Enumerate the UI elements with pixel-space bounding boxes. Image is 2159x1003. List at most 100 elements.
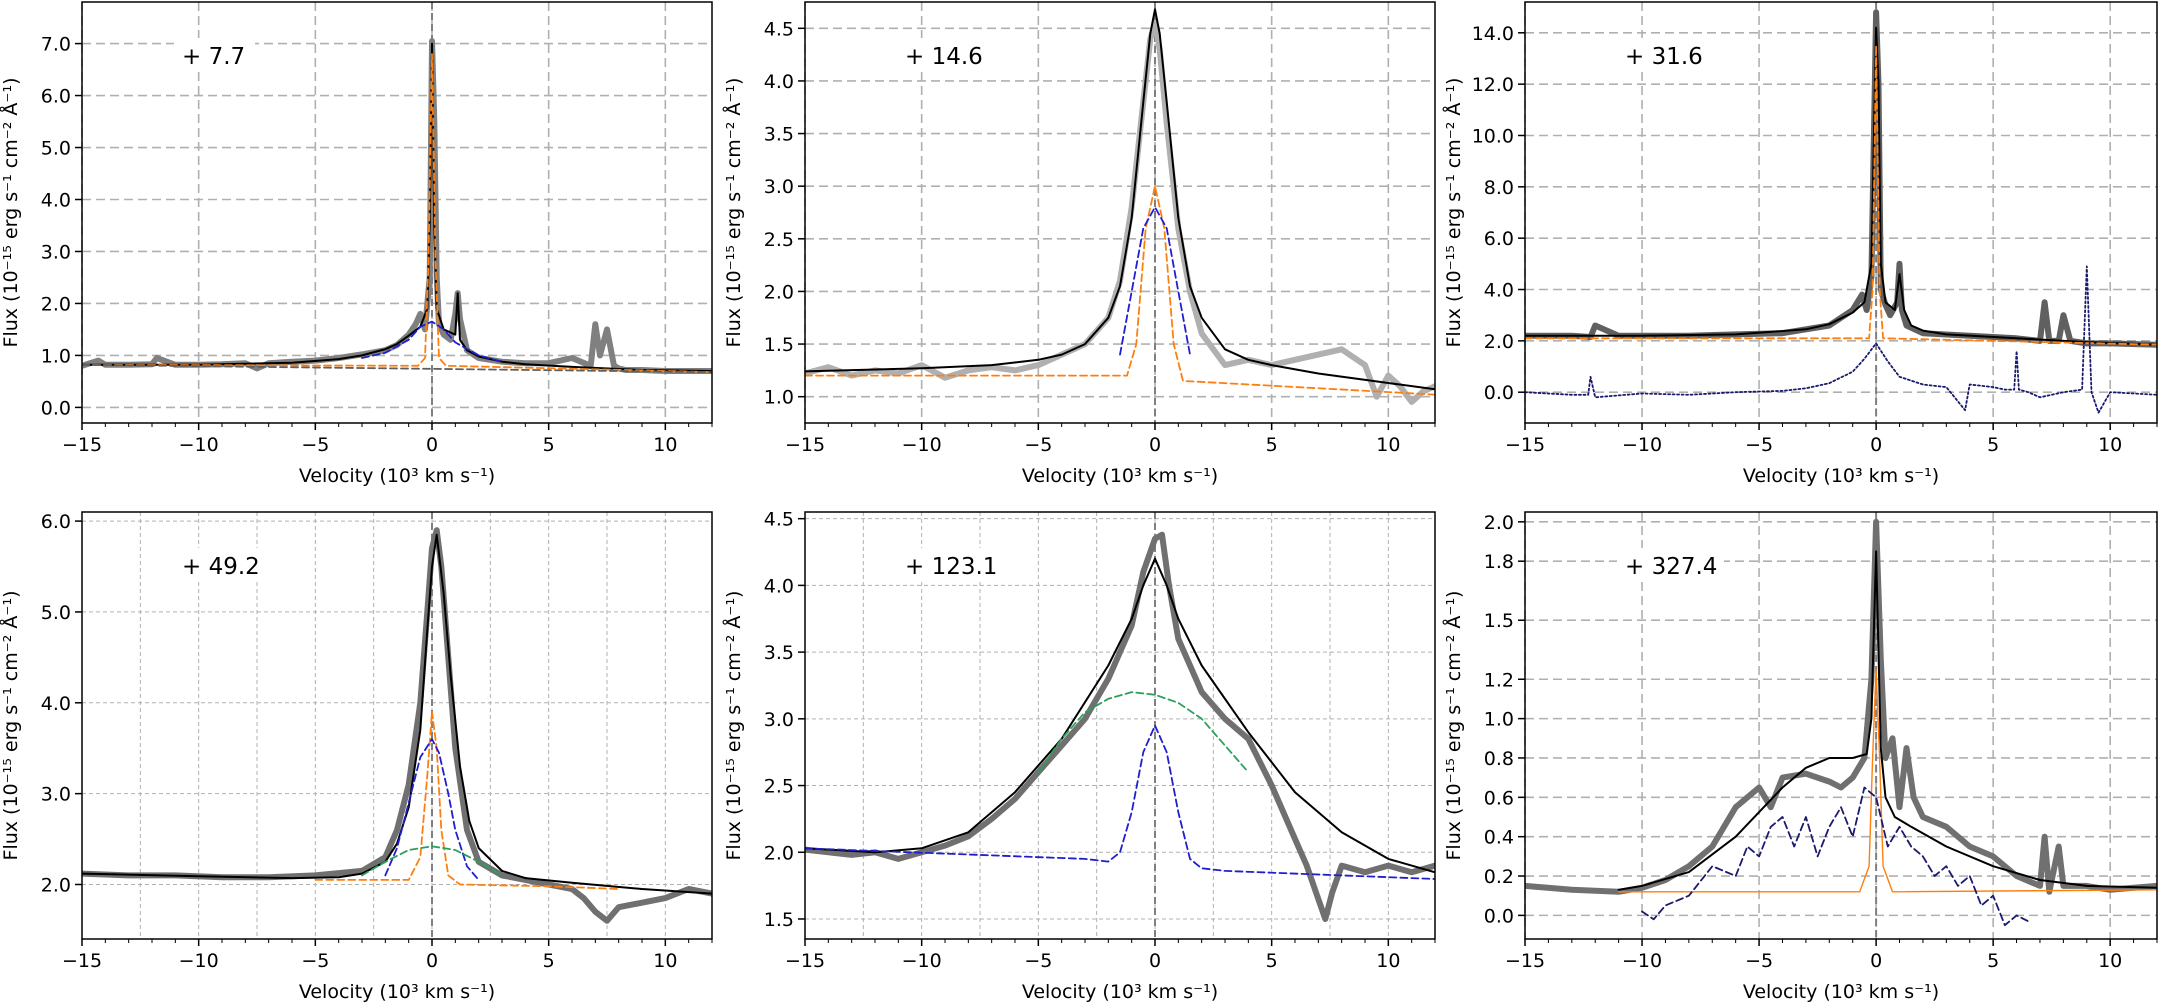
series-residual xyxy=(1641,786,2030,927)
y-tick-label: 3.5 xyxy=(764,642,794,664)
series-broad-component xyxy=(1037,691,1250,774)
series-narrow-component xyxy=(805,185,1435,396)
y-tick-label: 4.0 xyxy=(41,693,71,715)
y-tick-label: 4.0 xyxy=(41,190,71,212)
panel-2: −15 −10 −5 0 5 10 1.0 1.5 2.0 2.5 3.0 3.5 4.0 4.5 Velo… xyxy=(722,1,1436,487)
panel-label: + 123.1 xyxy=(905,554,997,580)
x-tick-label: −15 xyxy=(62,434,102,456)
series-fit xyxy=(805,8,1435,391)
x-tick-label: 5 xyxy=(1987,950,1999,972)
series-fit xyxy=(1525,26,2157,346)
series-fit xyxy=(82,42,712,372)
series-observed xyxy=(1525,518,2157,895)
y-tick-label: 2.5 xyxy=(764,776,794,798)
series-group xyxy=(805,8,1435,405)
x-tick-label: −5 xyxy=(1024,434,1052,456)
series-broad-component xyxy=(361,320,503,363)
series-group xyxy=(805,531,1435,922)
x-axis-label: Velocity (10³ km s⁻¹) xyxy=(299,465,495,487)
x-axis-label: Velocity (10³ km s⁻¹) xyxy=(1022,981,1218,1003)
y-tick-label: 3.0 xyxy=(764,709,794,731)
y-tick-label: 2.5 xyxy=(764,229,794,251)
x-axis-label: Velocity (10³ km s⁻¹) xyxy=(1022,465,1218,487)
x-tick-label: −10 xyxy=(1622,434,1662,456)
x-tick-label: 5 xyxy=(1266,950,1278,972)
x-tick-label: 10 xyxy=(1376,434,1400,456)
panel-5: −15 −10 −5 0 5 10 1.5 2.0 2.5 3.0 3.5 4.0 4.5 Velocit… xyxy=(722,509,1436,1003)
panel-label-background xyxy=(897,548,1004,582)
y-tick-label: 0.4 xyxy=(1484,827,1514,849)
x-tick-label: −5 xyxy=(301,434,329,456)
panel-6: −15 −10 −5 0 5 10 0.0 0.2 0.4 0.6 0.8 1.0 1.2 1.5 1.8 2… xyxy=(1442,511,2158,1003)
y-tick-label: 2.0 xyxy=(764,842,794,864)
x-tick-label: −10 xyxy=(1622,950,1662,972)
series-broad-component xyxy=(384,738,480,881)
y-tick-label: 3.0 xyxy=(41,784,71,806)
x-tick-label: −5 xyxy=(301,950,329,972)
panel-label-background xyxy=(897,38,991,72)
x-tick-label: −10 xyxy=(902,434,942,456)
series-narrow-component xyxy=(1525,44,2157,346)
y-tick-label: 12.0 xyxy=(1472,74,1514,96)
x-tick-label: −5 xyxy=(1745,950,1773,972)
x-tick-label: 10 xyxy=(2098,434,2122,456)
panel-label: + 31.6 xyxy=(1625,44,1703,70)
y-tick-label: 4.0 xyxy=(1484,280,1514,302)
plot-frame xyxy=(804,511,1436,940)
x-tick-label: 10 xyxy=(1376,950,1400,972)
x-axis-label: Velocity (10³ km s⁻¹) xyxy=(1743,465,1939,487)
y-tick-label: 2.0 xyxy=(1484,331,1514,353)
y-tick-label: 5.0 xyxy=(41,138,71,160)
series-continuum xyxy=(82,363,712,373)
series-residual xyxy=(1525,265,2157,414)
x-tick-label: 0 xyxy=(1149,434,1161,456)
y-tick-label: 2.0 xyxy=(41,874,71,896)
y-tick-label: 7.0 xyxy=(41,34,71,56)
y-tick-label: 6.0 xyxy=(41,86,71,108)
y-tick-label: 0.6 xyxy=(1484,787,1514,809)
y-tick-label: 1.5 xyxy=(764,334,794,356)
panel-label: + 14.6 xyxy=(905,44,983,70)
x-tick-label: 5 xyxy=(543,950,555,972)
plot-frame xyxy=(1524,1,2158,424)
y-axis-label: Flux (10⁻¹⁵ erg s⁻¹ cm⁻² Å⁻¹) xyxy=(1442,591,1465,861)
y-tick-label: 5.0 xyxy=(41,602,71,624)
series-fit xyxy=(805,557,1435,874)
x-tick-label: 0 xyxy=(426,950,438,972)
y-tick-label: 6.0 xyxy=(41,511,71,533)
y-tick-label: 1.5 xyxy=(1484,610,1514,632)
y-tick-label: 4.5 xyxy=(764,509,794,531)
y-tick-label: 0.2 xyxy=(1484,866,1514,888)
panel-3: −15 −10 −5 0 5 10 0.0 2.0 4.0 6.0 8.0 10.0 12.0 14.0 V… xyxy=(1442,1,2158,487)
x-tick-label: 10 xyxy=(653,434,677,456)
x-tick-label: 5 xyxy=(1987,434,1999,456)
y-tick-label: 3.5 xyxy=(764,124,794,146)
y-tick-label: 2.0 xyxy=(1484,512,1514,534)
grid xyxy=(1524,512,2157,939)
y-tick-label: 6.0 xyxy=(1484,228,1514,250)
panel-label-background xyxy=(174,38,255,72)
series-group xyxy=(82,527,712,924)
series-group xyxy=(1525,518,2157,927)
panel-label-background xyxy=(1617,548,1724,582)
y-tick-label: 1.2 xyxy=(1484,669,1514,691)
x-axis-label: Velocity (10³ km s⁻¹) xyxy=(1743,981,1939,1003)
x-tick-label: −10 xyxy=(902,950,942,972)
series-group xyxy=(82,38,712,374)
series-group xyxy=(1525,9,2157,414)
y-tick-label: 1.5 xyxy=(764,909,794,931)
x-tick-label: −5 xyxy=(1745,434,1773,456)
panel-4: −15 −10 −5 0 5 10 2.0 3.0 4.0 5.0 6.0 Velocity (10³… xyxy=(0,511,713,1003)
y-tick-label: 2.0 xyxy=(41,293,71,315)
y-tick-label: 4.0 xyxy=(764,575,794,597)
y-tick-label: 2.0 xyxy=(764,281,794,303)
x-tick-label: −15 xyxy=(785,434,825,456)
x-tick-label: −15 xyxy=(1505,434,1545,456)
y-tick-label: 8.0 xyxy=(1484,177,1514,199)
y-tick-label: 3.0 xyxy=(764,176,794,198)
y-tick-label: 1.0 xyxy=(764,387,794,409)
x-tick-label: 5 xyxy=(543,434,555,456)
y-axis-label: Flux (10⁻¹⁵ erg s⁻¹ cm⁻² Å⁻¹) xyxy=(1442,78,1465,348)
panel-label-background xyxy=(1617,38,1711,72)
y-axis-label: Flux (10⁻¹⁵ erg s⁻¹ cm⁻² Å⁻¹) xyxy=(722,78,745,348)
